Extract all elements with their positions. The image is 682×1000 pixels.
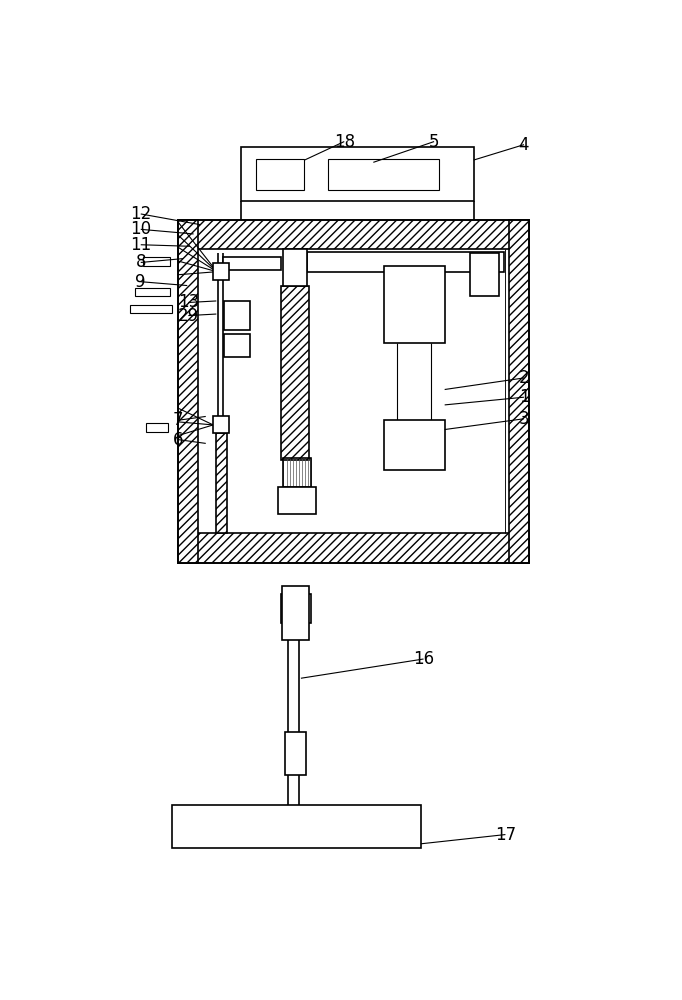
Bar (146, 423, 168, 432)
Text: 5: 5 (429, 133, 439, 151)
Bar (216, 433, 227, 533)
Bar (213, 263, 229, 280)
Bar (329, 159, 439, 190)
Text: 1: 1 (518, 388, 529, 406)
Bar (178, 533, 529, 563)
Text: 17: 17 (495, 826, 516, 844)
Text: 2: 2 (518, 369, 529, 387)
Text: 4: 4 (519, 136, 529, 154)
Text: 6: 6 (173, 431, 183, 449)
Bar (178, 220, 529, 563)
Bar (282, 286, 309, 460)
Bar (384, 420, 445, 470)
Bar (384, 266, 445, 343)
Bar (213, 416, 229, 433)
Bar (224, 334, 250, 357)
Bar (143, 257, 170, 266)
Text: 13: 13 (178, 293, 199, 311)
Text: 16: 16 (413, 650, 434, 668)
Text: 18: 18 (333, 133, 355, 151)
Bar (285, 732, 306, 774)
Text: 29: 29 (178, 307, 199, 325)
Bar (509, 220, 529, 563)
Bar (284, 458, 311, 487)
Bar (278, 487, 316, 514)
Bar (198, 249, 509, 533)
Bar (178, 220, 529, 249)
Bar (136, 288, 170, 296)
Text: 8: 8 (136, 253, 146, 271)
Text: 12: 12 (130, 205, 151, 223)
Text: 11: 11 (130, 236, 151, 254)
Bar (173, 805, 421, 848)
Bar (281, 594, 312, 623)
Text: 7: 7 (173, 411, 183, 429)
Bar (241, 147, 474, 201)
Bar (282, 586, 309, 640)
Bar (223, 257, 282, 270)
Bar (130, 305, 173, 313)
Bar (469, 253, 499, 296)
Bar (178, 220, 198, 563)
Bar (256, 159, 303, 190)
Text: 3: 3 (518, 410, 529, 428)
Bar (224, 301, 250, 330)
Bar (284, 249, 307, 286)
Bar (307, 252, 504, 272)
Text: 9: 9 (136, 273, 146, 291)
Text: 10: 10 (130, 220, 151, 238)
